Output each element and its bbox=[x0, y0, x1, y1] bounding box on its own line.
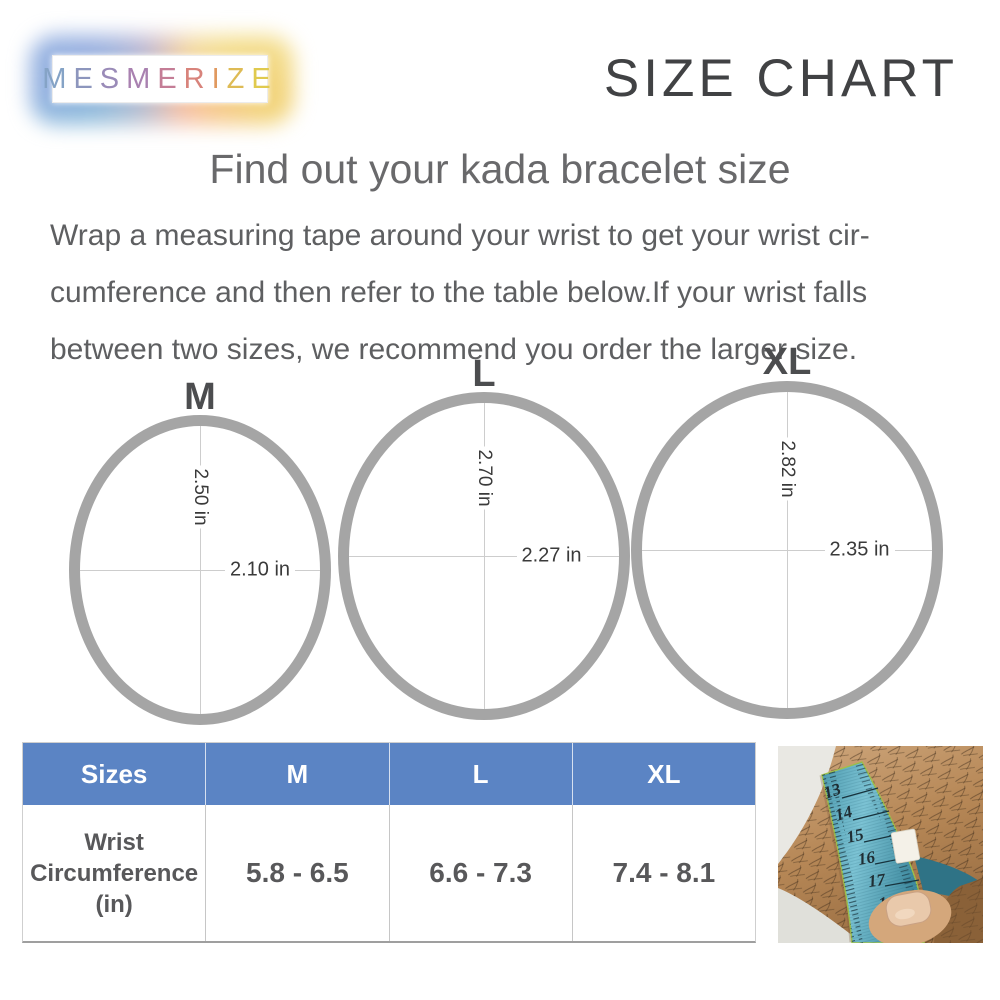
tape-number: 15 bbox=[845, 824, 866, 846]
ring-horizontal-axis bbox=[349, 555, 619, 557]
intro-line: between two sizes, we recommend you orde… bbox=[50, 333, 858, 366]
brand-letter: E bbox=[157, 62, 184, 95]
header-cell-m: M bbox=[205, 743, 389, 805]
bracelet-ring: 2.82 in 2.35 in bbox=[631, 381, 943, 719]
brand-letter: M bbox=[42, 62, 74, 95]
table-row: Wrist Circumference (in) 5.8 - 6.5 6.6 -… bbox=[23, 805, 755, 941]
value-cell-l: 6.6 - 7.3 bbox=[388, 805, 572, 941]
ring-height-label: 2.50 in bbox=[188, 465, 212, 529]
tape-number: 13 bbox=[821, 779, 844, 803]
brand-letter: R bbox=[183, 62, 212, 95]
intro-paragraph: Wrap a measuring tape around your wrist … bbox=[50, 207, 962, 378]
tape-number: 17 bbox=[867, 870, 888, 891]
row-label-cell: Wrist Circumference (in) bbox=[23, 805, 206, 941]
value-cell-m: 5.8 - 6.5 bbox=[205, 805, 389, 941]
brand-letter: E bbox=[73, 62, 100, 95]
tape-number: 16 bbox=[856, 847, 877, 869]
brand-letter: M bbox=[126, 62, 158, 95]
ring-width-label: 2.35 in bbox=[824, 538, 895, 562]
brand-letter: E bbox=[251, 62, 278, 95]
table-header-row: Sizes M L XL bbox=[23, 743, 755, 805]
ring-width-label: 2.27 in bbox=[516, 544, 587, 568]
ring-height-label: 2.70 in bbox=[472, 446, 496, 510]
ring-width-label: 2.10 in bbox=[224, 558, 296, 582]
page-title: SIZE CHART bbox=[603, 49, 958, 108]
size-table: Sizes M L XL Wrist Circumference (in) 5.… bbox=[22, 742, 756, 943]
ring-size-label: L bbox=[472, 353, 496, 395]
brand-letter: S bbox=[99, 62, 127, 95]
ring-height-label: 2.82 in bbox=[775, 437, 799, 501]
bracelet-ring: 2.50 in 2.10 in bbox=[69, 415, 331, 725]
intro-line: cumference and then refer to the table b… bbox=[50, 276, 868, 309]
bracelet-ring: 2.70 in 2.27 in bbox=[338, 392, 630, 720]
brand-letter: I bbox=[211, 62, 227, 95]
wrist-photo: 13 14 15 16 17 18 bbox=[778, 746, 983, 943]
intro-heading: Find out your kada bracelet size bbox=[209, 146, 791, 192]
tape-tab bbox=[890, 828, 921, 864]
header-cell-sizes: Sizes bbox=[23, 743, 206, 805]
tape-number: 14 bbox=[833, 802, 855, 825]
ring-size-label: M bbox=[184, 376, 216, 418]
intro-line: Wrap a measuring tape around your wrist … bbox=[50, 219, 870, 252]
header-cell-xl: XL bbox=[571, 743, 755, 805]
value-cell-xl: 7.4 - 8.1 bbox=[571, 805, 755, 941]
brand-letter: Z bbox=[226, 62, 252, 95]
header-cell-l: L bbox=[388, 743, 572, 805]
ring-horizontal-axis bbox=[80, 569, 320, 571]
ring-horizontal-axis bbox=[642, 549, 932, 551]
ring-size-label: XL bbox=[762, 341, 812, 383]
